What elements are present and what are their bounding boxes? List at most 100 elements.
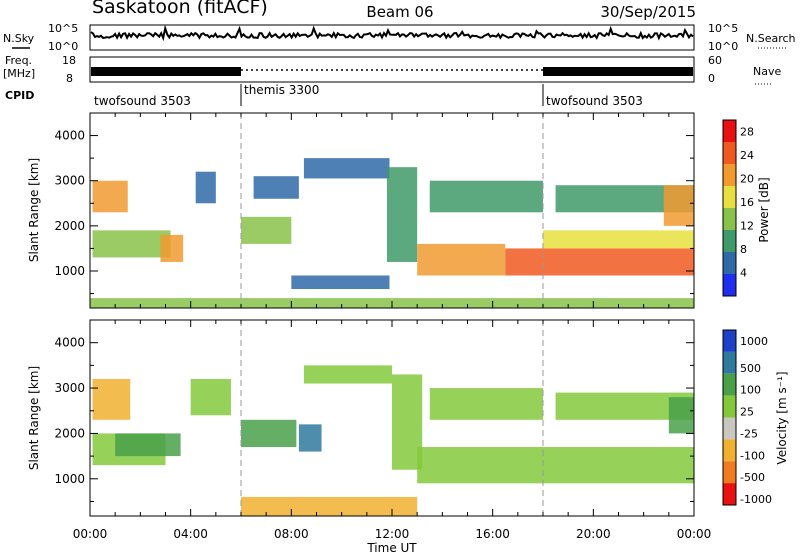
velocity-colorbar-swatch [723, 395, 736, 418]
power-colorbar-swatch [723, 274, 736, 296]
velocity-heatmap [92, 365, 694, 516]
power-axes: 1000 2000 3000 4000 [54, 112, 695, 308]
velocity-colorbar-swatch [723, 461, 736, 484]
nave-label: Nave [753, 65, 781, 78]
power-colorbar-frame [722, 119, 737, 297]
velocity-region [241, 419, 297, 448]
y-tick-label: 4000 [54, 336, 85, 350]
freq-trace-seg1 [91, 67, 241, 76]
velocity-region [115, 433, 181, 457]
velocity-colorbar: 1000 500 100 25 -25 -100 -500 -1000 [722, 329, 772, 506]
velocity-region [241, 496, 418, 516]
nsky-trace [90, 24, 694, 42]
nsearch-label: N.Search [746, 32, 796, 45]
x-tick-label: 04:00 [173, 527, 208, 541]
x-tick-label: 20:00 [576, 527, 611, 541]
cpid-label: CPID [5, 89, 34, 102]
velocity-region [429, 388, 543, 420]
cpid-segment-2: themis 3300 [244, 83, 319, 97]
nsearch-tick-top: 10^5 [708, 22, 738, 35]
y-tick-label: 1000 [54, 264, 85, 278]
y-tick-label: 2000 [54, 219, 85, 233]
velocity-colorbar-tick: 1000 [740, 335, 768, 348]
velocity-colorbar-tick: -1000 [740, 493, 772, 506]
freq-tick-top: 18 [62, 54, 76, 67]
power-region [92, 180, 128, 213]
power-colorbar-swatch [723, 142, 736, 164]
velocity-colorbar-swatch [723, 483, 736, 505]
freq-trace-seg2 [543, 67, 693, 76]
nsky-label: N.Sky [3, 32, 35, 45]
x-axis-label: Time UT [366, 541, 417, 554]
power-colorbar-swatch [723, 120, 736, 142]
x-tick-label: 08:00 [274, 527, 309, 541]
cpid-segment-1: twofsound 3503 [94, 94, 191, 108]
power-colorbar-swatch [723, 230, 736, 252]
power-colorbar-swatch [723, 252, 736, 274]
velocity-region [668, 397, 694, 434]
power-region [429, 180, 543, 213]
velocity-colorbar-swatch [723, 351, 736, 374]
velocity-region [417, 447, 694, 484]
power-colorbar-tick: 24 [740, 149, 754, 162]
power-region [253, 176, 299, 199]
velocity-colorbar-label: Velocity [m s⁻¹] [775, 371, 789, 464]
power-region [303, 158, 390, 179]
velocity-ylabel: Slant Range [km] [27, 366, 41, 470]
cpid-segment-3: twofsound 3503 [546, 94, 643, 108]
beam-title: Beam 06 [366, 3, 433, 21]
date-title: 30/Sep/2015 [600, 3, 696, 21]
velocity-colorbar-swatch [723, 330, 736, 352]
velocity-axes: 1000 2000 3000 4000 [54, 319, 695, 516]
power-region [160, 234, 184, 262]
freq-label: Freq. [5, 54, 32, 67]
velocity-colorbar-swatch [723, 373, 736, 396]
x-tick-label: 00:00 [73, 527, 108, 541]
x-tick-label: 00:00 [677, 527, 712, 541]
power-colorbar-tick: 8 [740, 243, 747, 256]
power-heatmap [90, 158, 694, 308]
power-region [386, 167, 418, 262]
freq-tick-bottom: 8 [66, 72, 73, 85]
time-tick-labels: 00:00 04:00 08:00 12:00 16:00 20:00 00:00 [73, 527, 712, 541]
nsky-tick-top: 10^5 [48, 22, 78, 35]
nave-tick-top: 60 [708, 54, 722, 67]
velocity-region [190, 378, 231, 416]
x-tick-label: 12:00 [375, 527, 410, 541]
power-colorbar-label: Power [dB] [757, 177, 771, 242]
power-region [505, 248, 694, 276]
velocity-colorbar-tick: -25 [740, 427, 758, 440]
velocity-region [303, 365, 392, 384]
velocity-colorbar-tick: -500 [740, 471, 765, 484]
freq-panel [89, 56, 695, 83]
velocity-colorbar-tick: 100 [740, 384, 761, 397]
power-ylabel: Slant Range [km] [27, 158, 41, 262]
power-region [543, 230, 694, 249]
freq-unit: [MHz] [3, 67, 35, 80]
velocity-region [92, 378, 131, 420]
nsky-panel [89, 24, 695, 51]
power-region [92, 230, 171, 258]
power-colorbar-tick: 16 [740, 196, 754, 209]
y-tick-label: 4000 [54, 129, 85, 143]
y-tick-label: 3000 [54, 174, 85, 188]
x-tick-label: 16:00 [475, 527, 510, 541]
y-tick-label: 3000 [54, 381, 85, 395]
power-colorbar-swatch [723, 164, 736, 186]
nsky-tick-bottom: 10^0 [48, 40, 78, 53]
power-region [195, 171, 216, 204]
velocity-colorbar-tick: 500 [740, 362, 761, 375]
velocity-region [298, 424, 322, 452]
power-colorbar-tick: 20 [740, 173, 754, 186]
power-region [417, 243, 506, 276]
power-colorbar-tick: 4 [740, 267, 747, 280]
velocity-colorbar-swatch [723, 439, 736, 462]
velocity-colorbar-tick: 25 [740, 406, 754, 419]
power-colorbar-tick: 12 [740, 220, 754, 233]
velocity-colorbar-frame [722, 329, 737, 506]
power-colorbar-swatch [723, 208, 736, 230]
power-colorbar-tick: 28 [740, 126, 754, 139]
y-tick-label: 1000 [54, 472, 85, 486]
velocity-colorbar-swatch [723, 417, 736, 440]
